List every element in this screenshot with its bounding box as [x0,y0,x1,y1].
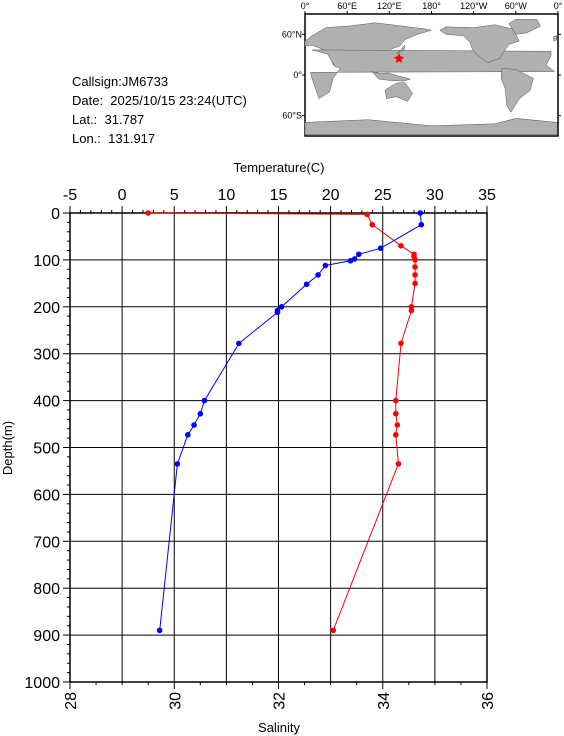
temperature-data-point [174,461,181,467]
salinity-data-point [394,422,401,428]
indonesia-land [371,71,412,82]
salinity-profile-line [148,212,416,631]
depth-tick-label: 600 [33,487,60,504]
salinity-tick-label: 30 [167,692,184,710]
australia-land [384,82,413,102]
chart-series [145,210,425,634]
temperature-data-point [278,304,285,310]
greenland-land [508,19,541,35]
temperature-data-point [315,272,321,278]
map-land [304,19,558,135]
salinity-data-point [412,280,418,287]
salinity-data-point [395,461,402,467]
map-latitude-label: 60°S [282,111,302,121]
salinity-tick-label: 32 [272,692,289,710]
temperature-tick-label: 5 [170,187,179,204]
temperature-data-point [347,258,354,264]
map-longitude-label: 0° [301,1,310,11]
date-text: Date: 2025/10/15 23:24(UTC) [72,93,247,108]
salinity-data-point [145,210,151,216]
salinity-data-point [392,397,399,404]
chart-grid [69,212,488,683]
temperature-data-point [355,251,362,258]
temperature-data-point [351,256,358,262]
africa-land [310,49,556,100]
temperature-tick-label: -5 [63,187,77,204]
antarctica-land [304,118,558,135]
lat-text: Lat.: 31.787 [72,112,145,127]
salinity-data-point [330,627,337,634]
temperature-tick-label: 25 [374,187,392,204]
salinity-tick-label: 34 [376,692,393,710]
north-america-land [439,24,520,64]
salinity-data-point [412,264,418,270]
salinity-data-point [408,307,415,314]
observation-location-marker [394,53,404,63]
temperature-tick-label: 35 [478,187,496,204]
temperature-data-point [322,262,329,269]
depth-axis-title: Depth(m) [0,421,15,475]
salinity-data-point [412,257,418,263]
station-info: Callsign:JM6733 Date: 2025/10/15 23:24(U… [72,72,247,148]
chart-axes: -5 0 5 10 15 20 25 30 35010020030040050060070080… [24,187,497,710]
depth-tick-label: 300 [33,347,60,364]
depth-tick-label: 500 [33,441,60,458]
temperature-tick-label: 30 [426,187,444,204]
salinity-data-point [398,340,404,347]
callsign-text: Callsign:JM6733 [72,74,169,89]
map-labels: 0° 60°E 120°E 180° 120°W 60°W 0° 60°N 0° 60°S [282,1,563,121]
temperature-data-point [201,397,208,404]
plot-frame [69,212,488,683]
temperature-data-point [236,340,242,347]
temperature-data-point [418,221,425,228]
temperature-tick-label: 10 [217,187,235,204]
temperature-data-point [185,432,191,438]
temperature-data-point [303,281,310,288]
salinity-tick-label: 36 [480,692,497,710]
map-latitude-label: 0° [293,70,302,80]
temperature-data-point [197,410,204,417]
depth-tick-label: 0 [51,206,60,223]
temperature-data-point [274,309,281,316]
depth-tick-label: 700 [33,534,60,551]
salinity-data-point [392,432,399,438]
depth-tick-label: 900 [33,628,60,645]
map-latitude-label: 60°N [282,29,302,39]
salinity-tick-label: 28 [63,692,80,710]
temperature-profile-line [159,212,422,631]
temperature-data-point [191,422,197,428]
salinity-data-point [398,243,404,249]
depth-tick-label: 1000 [24,675,60,692]
japan-land [395,44,406,55]
salinity-axis-title: Salinity [258,720,300,735]
map-longitude-label: 60°E [337,1,357,11]
temperature-data-point [377,245,384,251]
map-longitude-label: 120°E [377,1,402,11]
depth-tick-label: 200 [33,300,60,317]
salinity-data-point [369,221,376,228]
temperature-tick-label: 0 [118,187,127,204]
map-ticks [302,11,561,117]
temperature-tick-label: 20 [322,187,340,204]
temperature-data-point [156,627,163,634]
map-longitude-label: 180° [422,1,441,11]
temperature-tick-label: 15 [270,187,288,204]
uk-land [553,35,557,42]
salinity-data-point [412,272,418,278]
world-map: 0° 60°E 120°E 180° 120°W 60°W 0° 60°N 0° 60°S [282,1,563,137]
map-longitude-label: 60°W [505,1,528,11]
temperature-data-point [417,210,424,216]
temperature-axis-title: Temperature(C) [233,160,324,175]
map-longitude-label: 0° [554,1,563,11]
lon-text: Lon.: 131.917 [72,131,156,146]
depth-tick-label: 100 [33,253,60,270]
south-america-land [500,67,534,113]
map-longitude-label: 120°W [460,1,488,11]
depth-tick-label: 400 [33,394,60,411]
salinity-data-point [364,211,370,218]
depth-tick-label: 800 [33,581,60,598]
salinity-data-point [392,410,399,417]
